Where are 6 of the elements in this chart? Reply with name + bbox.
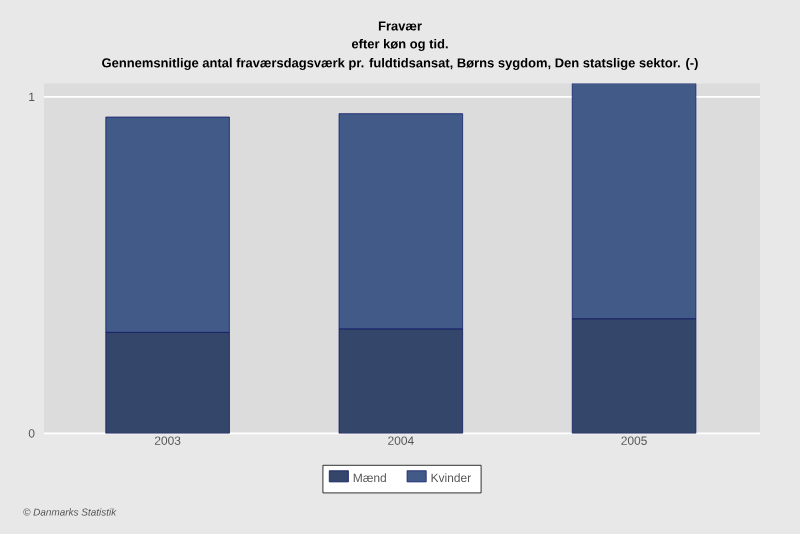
bar <box>571 318 697 434</box>
bar <box>105 332 230 434</box>
bar <box>338 328 464 434</box>
bar <box>338 113 464 330</box>
bar <box>571 83 697 320</box>
bar <box>105 116 230 333</box>
